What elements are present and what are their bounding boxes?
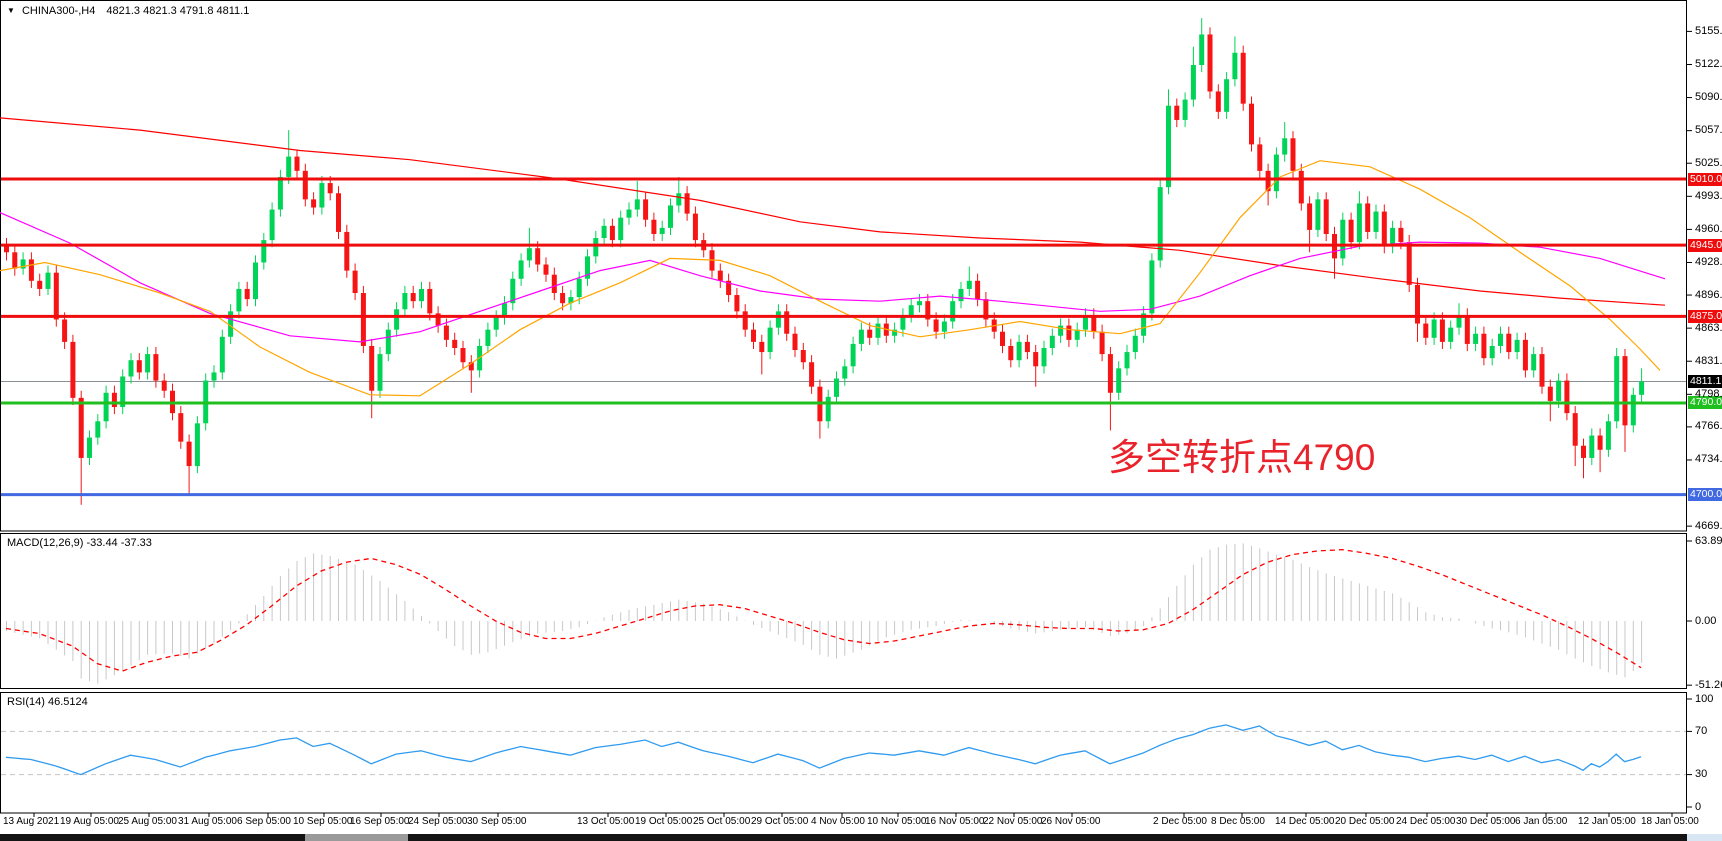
time-tick-label: 13 Aug 2021 [3, 816, 60, 827]
price-tick-label: 5122.5 [1695, 57, 1722, 70]
macd-signal-line [5, 548, 1642, 672]
time-tick-label: 16 Sep 05:00 [350, 816, 410, 827]
price-tag-4790.0: 4790.0 [1688, 396, 1722, 410]
time-tick-label: 24 Sep 05:00 [408, 816, 468, 827]
rsi-indicator-label: RSI(14) 46.5124 [7, 696, 88, 708]
rsi-line [5, 724, 1642, 776]
time-tick-label: 24 Dec 05:00 [1396, 816, 1456, 827]
time-tick-label: 18 Jan 05:00 [1641, 816, 1699, 827]
price-tick-label: 4766.5 [1695, 420, 1722, 433]
rsi-tick-label: 30 [1695, 768, 1708, 781]
symbol-ohlc-values: 4821.3 4821.3 4791.8 4811.1 [106, 5, 250, 17]
fast-ma-orange [0, 160, 1661, 397]
price-tick-label: 5025.5 [1695, 156, 1722, 169]
time-tick-label: 20 Dec 05:00 [1335, 816, 1395, 827]
macd-tick-label: 0.00 [1695, 614, 1717, 627]
time-tick-label: 29 Oct 05:00 [751, 816, 809, 827]
time-tick-label: 10 Nov 05:00 [867, 816, 927, 827]
time-tick-label: 2 Dec 05:00 [1153, 816, 1207, 827]
price-tick-label: 4831.0 [1695, 354, 1722, 367]
price-tag-4700.0: 4700.0 [1688, 488, 1722, 502]
symbol-dropdown-icon[interactable]: ▼ [7, 6, 15, 15]
time-tick-label: 16 Nov 05:00 [925, 816, 985, 827]
time-tick-label: 6 Jan 05:00 [1515, 816, 1568, 827]
main-panel-frame[interactable] [0, 0, 1687, 532]
price-tick-label: 4896.0 [1695, 288, 1722, 301]
rsi-values: 46.5124 [47, 696, 88, 708]
price-tick-label: 4669.0 [1695, 519, 1722, 532]
macd-tick-label: -51.26 [1695, 678, 1722, 691]
time-tick-label: 22 Nov 05:00 [983, 816, 1043, 827]
macd-tick-label: 63.89 [1695, 534, 1722, 547]
time-tick-label: 30 Sep 05:00 [467, 816, 527, 827]
price-tag-4875.0: 4875.0 [1688, 309, 1722, 323]
price-tick-label: 4863.5 [1695, 321, 1722, 334]
rsi-tick-label: 70 [1695, 724, 1708, 737]
chart-annotation[interactable]: 多空转折点4790 [1108, 437, 1376, 478]
macd-indicator-label: MACD(12,26,9) -33.44 -37.33 [7, 537, 152, 549]
bid-price-tag: 4811.1 [1688, 374, 1722, 388]
rsi-tick-label: 0 [1695, 800, 1702, 813]
macd-histogram [6, 543, 1643, 684]
time-tick-label: 4 Nov 05:00 [811, 816, 865, 827]
scrollbar-right-cap [1687, 834, 1722, 841]
rsi-panel-frame[interactable] [0, 692, 1687, 814]
time-tick-label: 12 Jan 05:00 [1578, 816, 1636, 827]
candles [4, 18, 1645, 505]
price-tick-label: 4993.0 [1695, 189, 1722, 202]
symbol-name: CHINA300-,H4 [21, 5, 96, 17]
time-tick-label: 14 Dec 05:00 [1275, 816, 1335, 827]
price-tick-label: 4928.0 [1695, 255, 1722, 268]
price-tick-label: 5155.0 [1695, 24, 1722, 37]
time-tick-label: 25 Aug 05:00 [118, 816, 177, 827]
time-tick-label: 8 Dec 05:00 [1211, 816, 1265, 827]
time-tick-label: 30 Dec 05:00 [1456, 816, 1516, 827]
time-tick-label: 10 Sep 05:00 [293, 816, 353, 827]
price-tag-5010.0: 5010.0 [1688, 172, 1722, 186]
price-tick-label: 4798.5 [1695, 387, 1722, 400]
price-tick-label: 5090.0 [1695, 91, 1722, 104]
rsi-tick-label: 100 [1695, 692, 1714, 705]
time-tick-label: 13 Oct 05:00 [577, 816, 635, 827]
time-tick-label: 31 Aug 05:00 [178, 816, 237, 827]
horizontal-scrollbar[interactable] [0, 834, 1687, 841]
time-tick-label: 6 Sep 05:00 [237, 816, 291, 827]
scrollbar-thumb[interactable] [305, 834, 408, 841]
time-tick-label: 25 Oct 05:00 [693, 816, 751, 827]
symbol-label: ▼ CHINA300-,H4 4821.3 4821.3 4791.8 4811… [7, 5, 249, 17]
price-tag-4945.0: 4945.0 [1688, 238, 1722, 252]
time-tick-label: 19 Aug 05:00 [60, 816, 119, 827]
time-tick-label: 26 Nov 05:00 [1041, 816, 1101, 827]
macd-values: -33.44 -37.33 [86, 537, 152, 549]
slow-ma-red [0, 117, 1666, 306]
price-tick-label: 5057.5 [1695, 124, 1722, 137]
macd-title: MACD(12,26,9) [7, 537, 84, 549]
price-tick-label: 4960.5 [1695, 222, 1722, 235]
rsi-title: RSI(14) [7, 696, 45, 708]
price-tick-label: 4734.0 [1695, 453, 1722, 466]
time-tick-label: 19 Oct 05:00 [635, 816, 693, 827]
macd-panel-frame[interactable] [0, 533, 1687, 689]
